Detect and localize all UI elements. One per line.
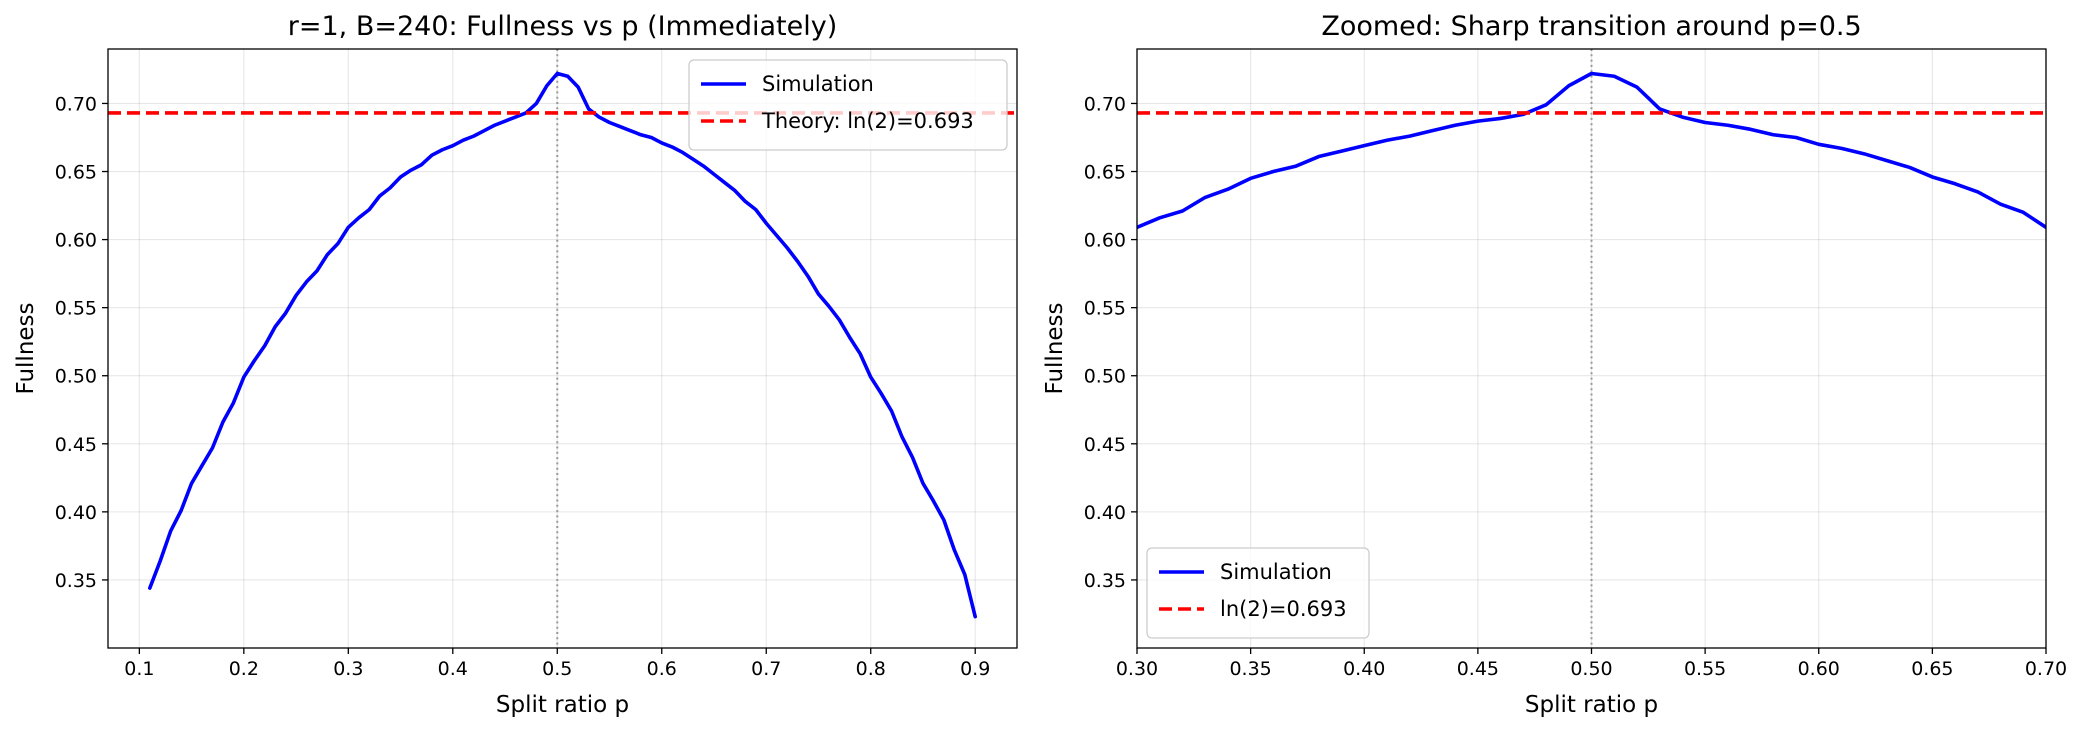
y-tick-label: 0.40 — [55, 502, 97, 524]
plot-area — [1137, 49, 2046, 648]
x-tick-label: 0.55 — [1684, 658, 1726, 680]
y-tick-label: 0.35 — [1084, 570, 1126, 592]
legend: Simulation Theory: ln(2)=0.693 — [688, 59, 1008, 151]
y-tick-label: 0.50 — [1084, 366, 1126, 388]
y-tick-label: 0.55 — [1084, 298, 1126, 320]
y-tick-label: 0.45 — [1084, 434, 1126, 456]
y-tick-label: 0.65 — [55, 162, 97, 184]
axes-frame — [107, 48, 1018, 649]
legend-frame — [688, 59, 1008, 151]
x-tick-label: 0.35 — [1229, 658, 1271, 680]
y-axis-label: Fullness — [13, 302, 39, 394]
legend-label: Simulation — [762, 72, 874, 96]
x-tick-label: 0.2 — [229, 658, 259, 680]
simulation-line — [147, 71, 978, 619]
chart-title: r=1, B=240: Fullness vs p (Immediately) — [288, 11, 838, 42]
y-tick-label: 0.65 — [1084, 162, 1126, 184]
x-tick-label: 0.30 — [1116, 658, 1158, 680]
y-tick-label: 0.60 — [55, 230, 97, 252]
x-tick-label: 0.50 — [1570, 658, 1612, 680]
x-tick-label: 0.1 — [124, 658, 154, 680]
chart-panel-right: 0.30 0.35 0.40 0.45 0.50 0.55 0.60 0.65 0.70 0.35… — [1042, 11, 2067, 718]
y-tick-label: 0.40 — [1084, 502, 1126, 524]
x-tick-label: 0.8 — [856, 658, 886, 680]
y-axis-label: Fullness — [1042, 302, 1068, 394]
chart-title: Zoomed: Sharp transition around p=0.5 — [1321, 11, 1861, 42]
grid — [108, 49, 1017, 648]
y-tick-label: 0.45 — [55, 434, 97, 456]
x-tick-label: 0.40 — [1343, 658, 1385, 680]
simulation-line — [1137, 71, 2046, 230]
x-tick-label: 0.9 — [960, 658, 990, 680]
y-tick-label: 0.70 — [1084, 93, 1126, 115]
legend-label: Theory: ln(2)=0.693 — [761, 109, 974, 133]
ticks: 0.30 0.35 0.40 0.45 0.50 0.55 0.60 0.65 0.70 0.35… — [1084, 93, 2067, 680]
y-tick-label: 0.55 — [55, 298, 97, 320]
legend-label: Simulation — [1220, 560, 1332, 584]
ticks: 0.1 0.2 0.3 0.4 0.5 0.6 0.7 0.8 0.9 0.35 0.40 0.45 0… — [55, 93, 991, 680]
x-tick-label: 0.70 — [2025, 658, 2067, 680]
x-tick-label: 0.45 — [1457, 658, 1499, 680]
legend: Simulation ln(2)=0.693 — [1146, 547, 1370, 639]
chart-panel-left: 0.1 0.2 0.3 0.4 0.5 0.6 0.7 0.8 0.9 0.35 0.40 0.45 0… — [13, 11, 1018, 718]
plot-area — [108, 49, 1017, 648]
y-tick-label: 0.70 — [55, 93, 97, 115]
x-tick-label: 0.7 — [751, 658, 781, 680]
x-tick-label: 0.5 — [542, 658, 572, 680]
y-tick-label: 0.50 — [55, 366, 97, 388]
x-axis-label: Split ratio p — [496, 692, 629, 718]
x-tick-label: 0.4 — [438, 658, 468, 680]
legend-label: ln(2)=0.693 — [1220, 597, 1347, 621]
y-tick-label: 0.35 — [55, 570, 97, 592]
x-tick-label: 0.60 — [1798, 658, 1840, 680]
x-axis-label: Split ratio p — [1525, 692, 1658, 718]
x-tick-label: 0.65 — [1911, 658, 1953, 680]
x-tick-label: 0.3 — [333, 658, 363, 680]
x-tick-label: 0.6 — [647, 658, 677, 680]
y-tick-label: 0.60 — [1084, 230, 1126, 252]
